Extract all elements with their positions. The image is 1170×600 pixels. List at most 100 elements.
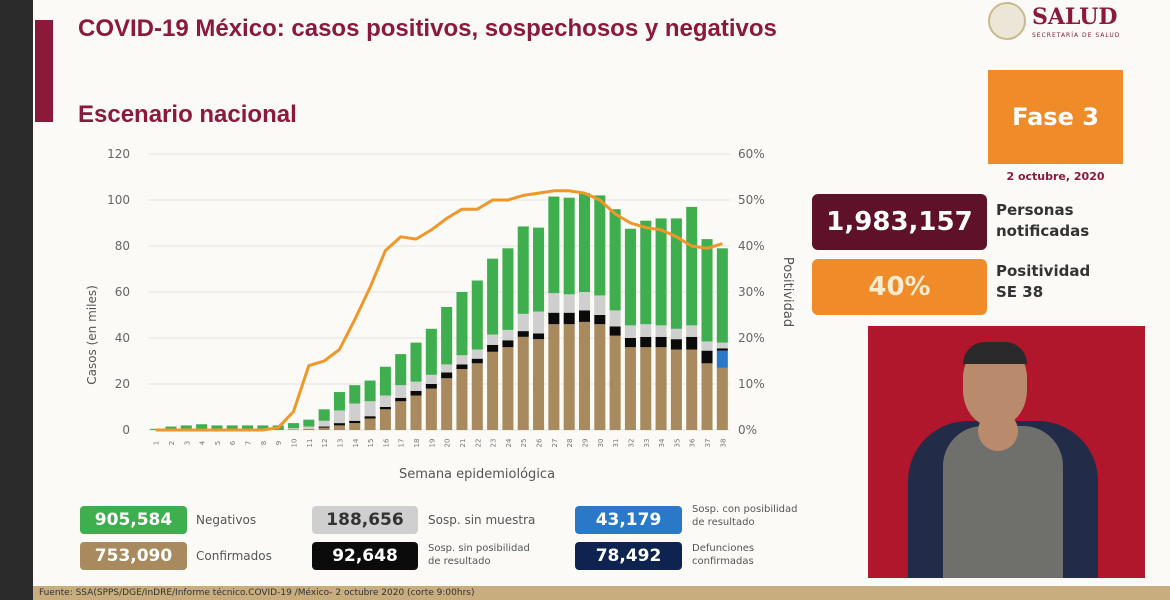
bar-segment-confirmados [364, 418, 376, 430]
y2-axis-label: Positividad [780, 257, 795, 327]
x-tick-label: 7 [245, 441, 253, 445]
bar-segment-sosp-con-posibilidad-de-resultado [716, 350, 728, 368]
bar-segment-sosp-sin-posibilidad-de-resultado [563, 312, 575, 325]
x-tick-label: 5 [214, 441, 222, 445]
bar-segment-negativos [517, 226, 529, 314]
bar-segment-confirmados [471, 363, 483, 430]
x-tick-label: 2 [168, 441, 176, 445]
label-line: notificadas [996, 222, 1090, 240]
bar-segment-confirmados [318, 427, 330, 430]
positividad-line [155, 189, 723, 432]
bar-segment-confirmados [349, 423, 361, 430]
sin-muestra-label: Sosp. sin muestra [428, 513, 536, 527]
y-tick-label: 120 [107, 147, 130, 161]
label-line: Sosp. sin posibilidad [428, 543, 530, 554]
bar-segment-negativos [410, 342, 422, 382]
bar-segment-sosp-sin-posibilidad-de-resultado [349, 420, 361, 424]
bar-segment-confirmados [395, 401, 407, 430]
label-line: SE 38 [996, 283, 1044, 301]
bar-segment-sosp-sin-muestra [533, 311, 545, 334]
bar-segment-sosp-sin-muestra [441, 364, 453, 373]
source-footer: Fuente: SSA(SPPS/DGE/InDRE/Informe técni… [33, 586, 1170, 600]
bar-segment-sosp-sin-muestra [701, 341, 713, 351]
bar-segment-confirmados [517, 336, 529, 430]
bar-segment-sosp-sin-muestra [395, 385, 407, 398]
bar-segment-sosp-sin-muestra [609, 310, 621, 327]
x-tick-label: 17 [398, 439, 406, 448]
bar-segment-sosp-sin-muestra [594, 295, 606, 315]
x-tick-label: 12 [321, 439, 329, 448]
negativos-label: Negativos [196, 513, 257, 527]
bar-segment-negativos [533, 227, 545, 312]
con-posibilidad-total: 43,179 [575, 506, 682, 534]
defunciones-label: Defunciones confirmadas [692, 542, 754, 568]
con-posibilidad-label: Sosp. con posibilidad de resultado [692, 503, 797, 529]
bar-segment-sosp-sin-muestra [410, 381, 422, 391]
x-tick-label: 3 [183, 441, 191, 445]
y2-tick-label: 30% [738, 285, 765, 299]
bar-segment-negativos [686, 206, 698, 326]
bar-segment-confirmados [686, 349, 698, 430]
confirmados-label: Confirmados [196, 549, 272, 563]
bar-segment-sosp-sin-muestra [716, 342, 728, 349]
bar-segment-confirmados [578, 321, 591, 430]
confirmados-total: 753,090 [80, 542, 187, 570]
x-tick-label: 34 [658, 438, 666, 447]
x-tick-label: 28 [566, 439, 574, 448]
sin-muestra-total: 188,656 [312, 506, 418, 534]
x-tick-label: 29 [582, 439, 590, 448]
bar-segment-confirmados [303, 428, 315, 430]
bar-segment-negativos [502, 248, 514, 330]
x-tick-label: 18 [413, 439, 421, 448]
x-tick-label: 26 [536, 438, 544, 447]
bar-segment-sosp-sin-muestra [318, 420, 330, 427]
bar-segment-sosp-sin-muestra [487, 334, 499, 345]
bar-segment-sosp-sin-posibilidad-de-resultado [640, 336, 652, 348]
bar-segment-sosp-sin-muestra [548, 293, 560, 313]
bar-segment-confirmados [410, 395, 422, 430]
x-tick-label: 35 [673, 439, 681, 448]
x-tick-label: 30 [597, 439, 605, 448]
bar-segment-sosp-sin-posibilidad-de-resultado [548, 312, 560, 325]
bar-segment-sosp-sin-posibilidad-de-resultado [318, 426, 330, 428]
label-line: Sosp. con posibilidad [692, 504, 798, 515]
negativos-total: 905,584 [80, 506, 187, 534]
x-tick-label: 27 [551, 439, 559, 448]
sin-posibilidad-label: Sosp. sin posibilidad de resultado [428, 542, 530, 568]
bar-segment-sosp-sin-muestra [655, 325, 667, 337]
label-line: de resultado [692, 517, 755, 528]
logo-name: SALUD [1032, 3, 1118, 30]
y-tick-label: 40 [115, 331, 130, 345]
x-tick-label: 4 [199, 440, 207, 445]
bar-segment-confirmados [425, 388, 437, 430]
bar-segment-sosp-sin-posibilidad-de-resultado [456, 364, 468, 370]
interpreter-hand [978, 411, 1018, 451]
bar-segment-sosp-sin-muestra [517, 313, 529, 332]
bar-segment-sosp-sin-muestra [686, 325, 698, 337]
bar-segment-negativos [303, 419, 315, 427]
bar-segment-negativos [655, 218, 667, 326]
y2-tick-label: 60% [738, 147, 765, 161]
bar-segment-confirmados [333, 425, 345, 430]
bar-segment-confirmados [716, 367, 728, 430]
bar-segment-negativos [242, 425, 254, 430]
bar-segment-negativos [471, 280, 483, 350]
label-line: Defunciones [692, 543, 755, 554]
sin-posibilidad-total: 92,648 [312, 542, 418, 570]
defunciones-total: 78,492 [575, 542, 682, 570]
bar-segment-negativos [226, 425, 238, 430]
x-tick-label: 8 [260, 441, 268, 445]
x-tick-label: 14 [352, 438, 360, 447]
bar-segment-negativos [441, 306, 453, 365]
positividad-value: 40% [812, 259, 987, 315]
bar-segment-negativos [716, 248, 728, 343]
bar-segment-negativos [456, 292, 468, 356]
bar-segment-confirmados [379, 409, 391, 430]
bar-segment-sosp-sin-posibilidad-de-resultado [686, 336, 698, 350]
page-title: COVID-19 México: casos positivos, sospec… [78, 15, 777, 42]
accent-bar [35, 20, 53, 122]
bar-segment-negativos [395, 354, 407, 386]
bar-segment-confirmados [624, 347, 636, 430]
bar-segment-confirmados [609, 335, 621, 430]
bar-segment-confirmados [441, 378, 453, 430]
